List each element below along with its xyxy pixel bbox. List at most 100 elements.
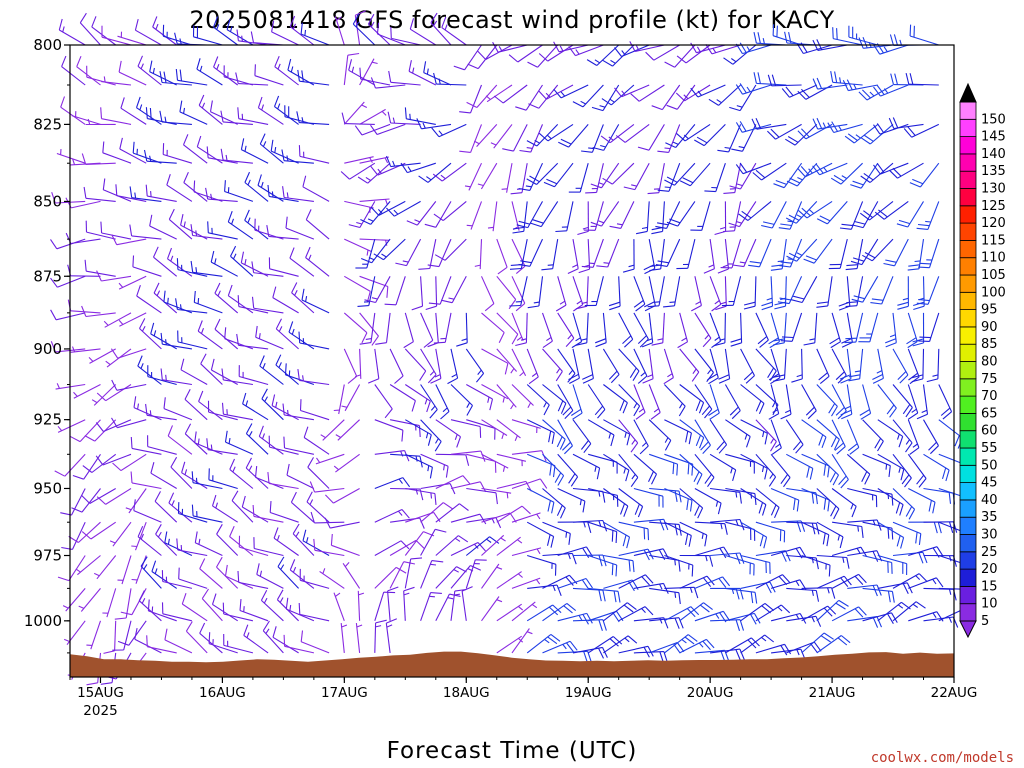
- wind-barb-flag: [937, 521, 942, 534]
- wind-barb: [291, 282, 315, 314]
- wind-barb-flag: [887, 527, 890, 539]
- wind-barb-flag: [508, 299, 517, 310]
- wind-barb-shaft: [664, 586, 695, 589]
- wind-barb-half-flag: [308, 254, 312, 261]
- wind-barb-flag: [723, 230, 735, 233]
- wind-barb: [832, 521, 864, 538]
- wind-barb-shaft: [238, 40, 269, 46]
- wind-barb-flag: [717, 502, 722, 515]
- wind-barb-shaft: [709, 384, 720, 414]
- wind-barb: [120, 97, 147, 125]
- wind-barb-flag: [100, 107, 103, 119]
- wind-barb-shaft: [679, 453, 703, 475]
- wind-barb-shaft: [634, 162, 650, 190]
- wind-barb-flag: [484, 303, 495, 312]
- wind-barb-shaft: [742, 162, 772, 175]
- wind-barb: [481, 312, 505, 344]
- wind-barb-half-flag: [366, 249, 369, 256]
- wind-barb: [389, 348, 404, 384]
- wind-barb-half-flag: [560, 91, 566, 97]
- wind-barb-half-flag: [897, 604, 904, 609]
- wind-barb-flag: [542, 340, 553, 349]
- wind-barb: [572, 84, 604, 108]
- wind-barb: [340, 623, 348, 653]
- wind-barb-half-flag: [429, 370, 435, 376]
- wind-barb-flag: [597, 409, 606, 419]
- wind-barb-shaft: [101, 81, 132, 86]
- wind-barb-shaft: [601, 162, 620, 189]
- wind-barb-shaft: [383, 238, 406, 261]
- wind-barb-flag: [145, 107, 148, 119]
- wind-barb-shaft: [465, 559, 476, 589]
- wind-barb: [603, 554, 635, 573]
- wind-barb: [585, 163, 604, 194]
- wind-barb: [694, 488, 722, 515]
- wind-barb-shaft: [403, 590, 406, 621]
- wind-barb: [841, 312, 853, 348]
- wind-barb-flag: [592, 146, 604, 151]
- wind-barb-shaft: [572, 312, 583, 342]
- wind-barb-flag: [729, 106, 741, 112]
- wind-barb-shaft: [344, 238, 372, 253]
- wind-barb-half-flag: [736, 220, 742, 224]
- wind-barb-shaft: [420, 529, 436, 556]
- wind-barb-shaft: [181, 603, 208, 622]
- wind-barb-shaft: [846, 348, 852, 379]
- wind-barb-shaft: [423, 72, 452, 86]
- wind-barb-flag: [370, 165, 379, 176]
- wind-barb-flag: [211, 494, 217, 507]
- x-tick-label: 16AUG: [199, 685, 246, 701]
- colorbar-cell: [959, 118, 977, 138]
- wind-barb-shaft: [620, 201, 635, 229]
- wind-barb-flag: [216, 556, 223, 568]
- wind-barb-shaft: [355, 623, 361, 653]
- wind-barb-shaft: [186, 630, 208, 654]
- wind-barb-flag: [803, 258, 815, 264]
- wind-barb-shaft: [196, 146, 223, 164]
- wind-barb-shaft: [511, 384, 534, 406]
- wind-barb: [676, 238, 696, 270]
- wind-barb-flag: [892, 167, 902, 177]
- wind-barb-shaft: [846, 276, 851, 307]
- wind-barb-flag: [541, 268, 553, 271]
- wind-barb-shaft: [213, 66, 239, 86]
- wind-barb-shaft: [305, 219, 330, 240]
- wind-barb-flag: [926, 378, 939, 383]
- wind-barb-flag: [348, 224, 361, 229]
- wind-barb: [770, 419, 782, 455]
- wind-barb-flag: [883, 262, 895, 267]
- wind-barb-flag: [196, 135, 202, 147]
- wind-barb-shaft: [710, 552, 741, 557]
- wind-barb-shaft: [496, 453, 527, 462]
- wind-barb-flag: [557, 400, 564, 412]
- wind-barb-shaft: [195, 542, 223, 556]
- wind-barb-half-flag: [444, 24, 448, 31]
- wind-barb-shaft: [696, 44, 726, 54]
- wind-barb: [145, 403, 177, 421]
- wind-barb-flag: [285, 216, 288, 229]
- wind-barb-shaft: [80, 588, 101, 612]
- wind-barb-half-flag: [386, 624, 393, 628]
- wind-barb-half-flag: [657, 338, 664, 341]
- wind-barb-shaft: [481, 512, 511, 523]
- wind-barb-shaft: [451, 276, 467, 303]
- wind-barb-shaft: [389, 348, 404, 377]
- wind-barb-shaft: [435, 453, 466, 456]
- wind-barb: [587, 636, 623, 654]
- wind-barb-shaft: [908, 546, 938, 557]
- wind-barb-flag: [932, 501, 936, 514]
- wind-barb-flag: [568, 473, 576, 484]
- wind-barb-flag: [810, 643, 818, 654]
- wind-barb-shaft: [305, 257, 330, 277]
- colorbar-label: 5: [981, 614, 989, 629]
- wind-barb: [103, 620, 117, 654]
- wind-barb-half-flag: [78, 605, 85, 609]
- wind-barb-flag: [209, 100, 213, 112]
- wind-barb-flag: [220, 110, 224, 123]
- wind-barb: [732, 238, 757, 268]
- wind-barb-flag: [741, 210, 752, 219]
- wind-barb-shaft: [253, 515, 284, 523]
- wind-barb-flag: [224, 180, 226, 192]
- wind-barb-shaft: [148, 610, 177, 622]
- wind-barb-flag: [902, 404, 911, 415]
